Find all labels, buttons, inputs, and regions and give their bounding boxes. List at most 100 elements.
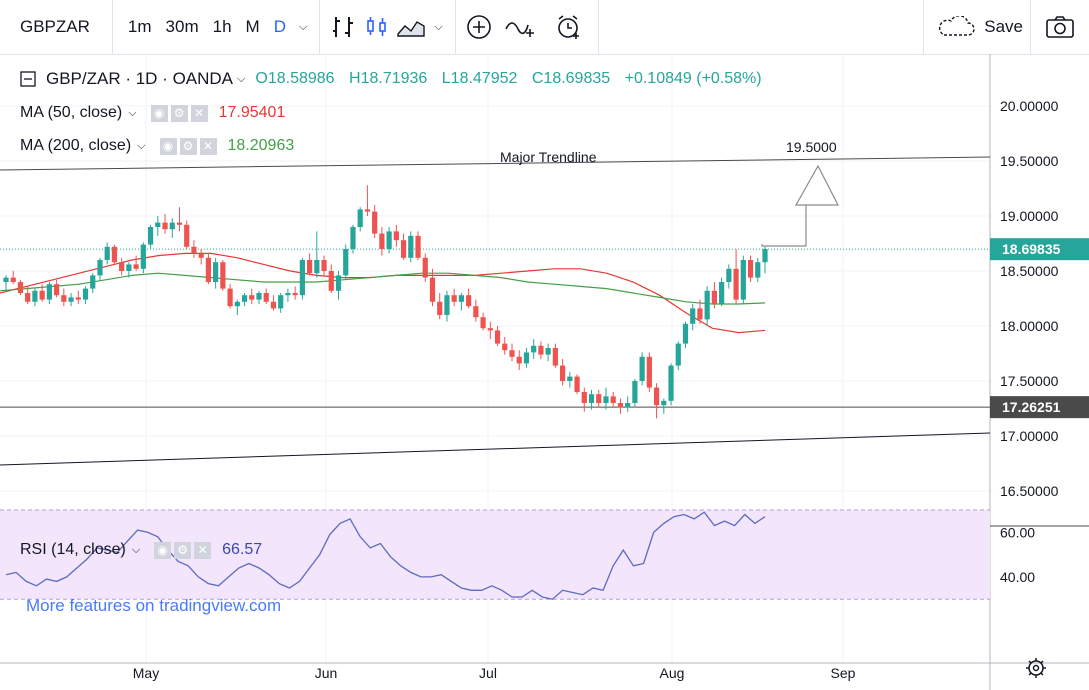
candle	[740, 255, 746, 304]
tradingview-watermark[interactable]: More features on tradingview.com	[26, 596, 282, 615]
close-icon[interactable]: ✕	[194, 541, 212, 559]
candle	[487, 321, 493, 340]
candle-body	[523, 352, 530, 364]
interval-1m[interactable]: 1m	[127, 17, 152, 36]
candle-body	[350, 227, 356, 249]
rsi-chevron-down-icon[interactable]: ⌵	[131, 543, 141, 556]
candle-body	[278, 295, 284, 309]
candle-body	[668, 365, 674, 401]
chart-style-chevron-down-icon[interactable]: ⌵	[434, 20, 443, 33]
target-arrow	[761, 164, 839, 247]
interval-day[interactable]: D	[273, 17, 286, 36]
candle-body	[220, 262, 226, 289]
ohlc-values: O18.58986 H18.71936 L18.47952 C18.69835 …	[255, 70, 771, 88]
candle-body	[256, 293, 262, 300]
candle-body	[61, 295, 67, 302]
time-axis[interactable]: May Jun Jul Aug Sep	[133, 665, 856, 681]
toolbar-divider	[597, 0, 599, 54]
candle	[292, 286, 298, 300]
candle	[726, 264, 732, 289]
candle	[408, 231, 414, 263]
eye-icon[interactable]: ◉	[150, 104, 168, 122]
candle	[263, 288, 269, 304]
candle-body	[625, 403, 631, 408]
bar-style-icon[interactable]	[326, 10, 360, 44]
ma50-label[interactable]: MA (50, close)	[20, 104, 123, 121]
candle-body	[32, 290, 38, 302]
interval-month[interactable]: M	[245, 17, 260, 36]
candle	[133, 255, 139, 271]
ma200-chevron-down-icon[interactable]: ⌵	[137, 139, 146, 152]
candle	[176, 207, 183, 232]
price-chart[interactable]: 20.00000 19.50000 19.00000 18.50000 18.00000…	[0, 54, 1089, 690]
symbol-search-button[interactable]: GBPZAR	[0, 0, 113, 54]
candle	[755, 257, 761, 282]
candle-body	[335, 275, 342, 291]
gear-icon[interactable]: ⚙	[174, 541, 192, 559]
gear-icon[interactable]: ⚙	[170, 104, 188, 122]
candle-body	[422, 257, 428, 278]
candle-body	[697, 308, 703, 320]
save-button[interactable]: Save	[923, 0, 1023, 54]
candle-body	[104, 246, 110, 260]
toolbar-divider	[454, 0, 456, 54]
candle-body	[653, 387, 660, 406]
candle-body	[733, 268, 739, 300]
candle-body	[17, 282, 24, 293]
area-chart-icon[interactable]	[394, 10, 428, 44]
camera-icon[interactable]	[1030, 0, 1089, 54]
candle	[39, 284, 45, 302]
settings-gear-icon[interactable]	[1026, 658, 1046, 678]
close-icon[interactable]: ✕	[199, 137, 217, 155]
candle-body	[682, 323, 689, 344]
candle	[523, 348, 530, 368]
candle	[307, 253, 313, 276]
eye-icon[interactable]: ◉	[154, 541, 172, 559]
candle	[690, 304, 696, 331]
candle-body	[133, 264, 139, 269]
candle-body	[429, 277, 436, 302]
high-value: H18.71936	[349, 70, 428, 87]
close-icon[interactable]: ✕	[190, 104, 208, 122]
candle-body	[437, 301, 443, 315]
candle	[90, 273, 96, 293]
candle-body	[97, 260, 103, 276]
candle-body	[400, 240, 407, 258]
rsi-line	[5, 511, 766, 600]
candle-body	[343, 249, 349, 276]
ma200-label[interactable]: MA (200, close)	[20, 137, 132, 154]
candle	[169, 218, 175, 238]
candle-body	[46, 284, 52, 300]
price-axis[interactable]: 20.00000 19.50000 19.00000 18.50000 18.00000…	[990, 98, 1089, 585]
candle-body	[603, 396, 609, 403]
eye-icon[interactable]: ◉	[159, 137, 177, 155]
alert-icon[interactable]	[544, 10, 594, 44]
time-tick-label: Jun	[315, 665, 338, 681]
rsi-label[interactable]: RSI (14, close)	[20, 541, 126, 558]
candle-body	[415, 235, 421, 258]
candle-body	[119, 262, 125, 271]
symbol-title[interactable]: GBP/ZAR · 1D · OANDA	[46, 69, 234, 88]
candle-body	[241, 295, 248, 302]
candle	[704, 286, 710, 326]
candle-body	[292, 293, 298, 296]
candle-series	[3, 185, 768, 419]
symbol-chevron-down-icon[interactable]: ⌵	[237, 72, 246, 85]
add-indicator-icon[interactable]	[462, 10, 496, 44]
price-tick-label: 20.00000	[1000, 98, 1059, 114]
gear-icon[interactable]: ⚙	[179, 137, 197, 155]
interval-1h[interactable]: 1h	[212, 17, 232, 36]
interval-30m[interactable]: 30m	[165, 17, 199, 36]
ma50-chevron-down-icon[interactable]: ⌵	[128, 106, 137, 119]
candle	[32, 288, 38, 307]
compare-icon[interactable]	[496, 10, 544, 44]
candle	[451, 288, 457, 307]
candle-body	[690, 308, 696, 324]
collapse-legend-icon[interactable]	[20, 71, 36, 87]
interval-chevron-down-icon[interactable]: ⌵	[298, 20, 308, 33]
candle	[191, 240, 197, 258]
candle	[603, 387, 609, 410]
candle	[415, 231, 421, 260]
candle-body	[473, 306, 479, 318]
candles-icon[interactable]	[360, 10, 394, 44]
